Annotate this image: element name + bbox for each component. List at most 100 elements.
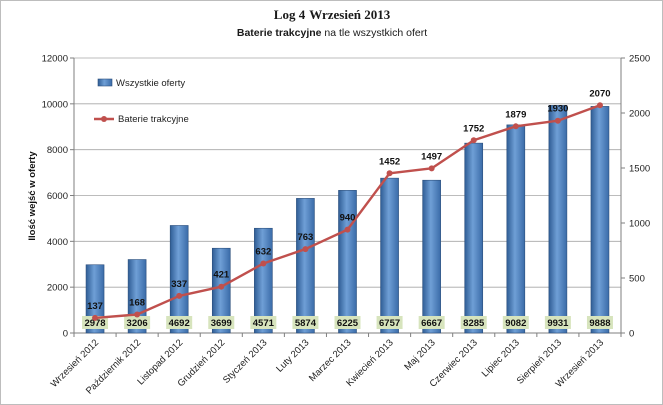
line-data-label: 421 bbox=[213, 270, 230, 281]
x-tick-label: Marzec 2013 bbox=[307, 337, 354, 384]
y-right-tick-label: 1000 bbox=[629, 219, 650, 230]
line-data-label: 1930 bbox=[547, 104, 568, 115]
bar bbox=[506, 124, 526, 334]
bar-data-label: 4692 bbox=[169, 318, 190, 329]
line-data-label: 763 bbox=[297, 232, 313, 243]
bar-data-label: 3206 bbox=[127, 318, 148, 329]
bar bbox=[590, 106, 610, 334]
chart-subtitle-rest: na tle wszystkich ofert bbox=[322, 27, 428, 39]
legend-line-marker bbox=[101, 116, 107, 122]
y-left-tick-label: 4000 bbox=[47, 237, 68, 248]
bar bbox=[211, 247, 231, 334]
line-point bbox=[218, 283, 225, 290]
bar-label-box bbox=[250, 316, 277, 329]
bar bbox=[85, 264, 105, 334]
line-point bbox=[176, 292, 183, 299]
legend-line-label: Baterie trakcyjne bbox=[118, 114, 189, 125]
bar bbox=[380, 177, 399, 334]
line-point bbox=[428, 165, 435, 172]
x-tick-label: Styczeń 2013 bbox=[221, 337, 269, 385]
chart-subtitle-bold: Baterie trakcyjne bbox=[237, 27, 322, 39]
bar bbox=[422, 179, 441, 334]
chart-title-date: Wrzesień 2013 bbox=[309, 7, 390, 22]
chart-title: Log 4 Wrzesień 2013 bbox=[274, 7, 391, 22]
line-series-baterie-trakcyjne bbox=[92, 102, 603, 321]
bar bbox=[548, 105, 568, 334]
legend-bar-label: Wszystkie oferty bbox=[116, 78, 185, 89]
line-data-labels: 137 168 337 421 632 763 940 1452 1497 1752 1879 193… bbox=[87, 88, 610, 312]
bar bbox=[464, 142, 484, 334]
bar-label-box bbox=[544, 316, 571, 329]
y-left-tick-label: 2000 bbox=[47, 283, 68, 294]
bar-data-label: 6667 bbox=[421, 318, 442, 329]
y-right-tick-label: 500 bbox=[629, 274, 645, 285]
bar bbox=[254, 227, 273, 334]
bar-data-label: 9888 bbox=[589, 318, 610, 329]
y-right-tick-label: 2000 bbox=[629, 109, 650, 120]
bar-label-box bbox=[418, 316, 445, 329]
bar-data-label: 2978 bbox=[84, 318, 105, 329]
line-point bbox=[512, 123, 519, 130]
line-data-label: 337 bbox=[171, 279, 187, 290]
bar-data-label: 9082 bbox=[505, 318, 526, 329]
y-axis-label: Ilość wejść w oferty bbox=[27, 151, 38, 241]
line-data-label: 1452 bbox=[379, 156, 400, 167]
line-point bbox=[554, 117, 561, 124]
line-data-label: 940 bbox=[340, 213, 356, 224]
line-data-label: 168 bbox=[129, 298, 145, 309]
bar-data-label: 3699 bbox=[211, 318, 232, 329]
x-tick-label: Maj 2013 bbox=[402, 337, 437, 372]
chart-title-log: Log 4 bbox=[274, 7, 306, 22]
bar-label-box bbox=[208, 316, 235, 329]
bar-data-label: 6225 bbox=[337, 318, 359, 329]
bar-label-box bbox=[376, 316, 403, 329]
y-left-tick-label: 12000 bbox=[42, 54, 68, 65]
bar-data-labels: 2978 3206 4692 3699 4571 5874 6225 6757 6667 8285… bbox=[82, 316, 613, 329]
bar-data-label: 8285 bbox=[463, 318, 485, 329]
axes bbox=[70, 57, 625, 337]
bar-label-box bbox=[166, 316, 193, 329]
legend: Wszystkie oferty Baterie trakcyjne bbox=[94, 78, 189, 125]
line-point bbox=[596, 102, 603, 109]
bar-label-box bbox=[124, 316, 151, 329]
line-data-label: 632 bbox=[255, 246, 271, 257]
line-data-label: 1879 bbox=[505, 109, 526, 120]
bar-data-label: 9931 bbox=[547, 318, 569, 329]
line-point bbox=[92, 314, 99, 321]
chart-subtitle: Baterie trakcyjne na tle wszystkich ofer… bbox=[237, 27, 427, 39]
line-data-label: 137 bbox=[87, 301, 103, 312]
line-data-label: 2070 bbox=[589, 88, 610, 99]
y-right-tick-label: 0 bbox=[629, 329, 634, 340]
line-point bbox=[344, 226, 351, 233]
line-point bbox=[470, 137, 477, 144]
bar-label-box bbox=[334, 316, 361, 329]
bar-label-box bbox=[460, 316, 487, 329]
line-point bbox=[260, 260, 267, 267]
line-data-label: 1752 bbox=[463, 123, 484, 134]
bar-data-label: 6757 bbox=[379, 318, 400, 329]
bar-label-box bbox=[292, 316, 319, 329]
bar-label-box bbox=[82, 316, 109, 329]
line-data-label: 1497 bbox=[421, 151, 442, 162]
line-point bbox=[302, 246, 309, 253]
y-right-tick-label: 1500 bbox=[629, 164, 650, 175]
x-tick-label: Luty 2013 bbox=[274, 337, 311, 374]
legend-bar-swatch bbox=[97, 78, 113, 87]
y-left-tick-label: 0 bbox=[63, 329, 68, 340]
y-left-tick-label: 6000 bbox=[47, 191, 68, 202]
line-point bbox=[134, 311, 141, 318]
bar-label-box bbox=[502, 316, 529, 329]
y-left-tick-label: 8000 bbox=[47, 145, 68, 156]
y-right-tick-label: 2500 bbox=[629, 54, 650, 65]
bar bbox=[296, 198, 315, 334]
bar-data-label: 4571 bbox=[253, 318, 275, 329]
x-tick-label: Lipiec 2013 bbox=[480, 337, 522, 379]
bar bbox=[338, 190, 357, 334]
line-point bbox=[386, 170, 393, 177]
bar bbox=[169, 225, 189, 334]
bar-data-label: 5874 bbox=[295, 318, 317, 329]
y-left-tick-label: 10000 bbox=[42, 99, 68, 110]
bar-series-wszystkie-oferty bbox=[85, 105, 610, 334]
